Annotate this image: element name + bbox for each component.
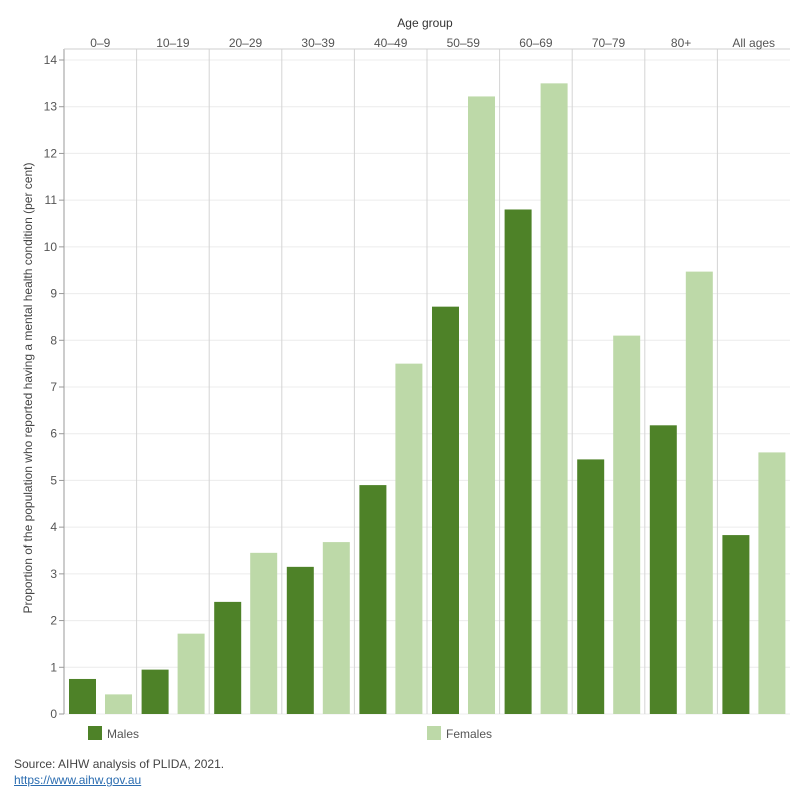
y-tick-label: 14	[44, 53, 58, 67]
y-tick-label: 5	[50, 473, 57, 487]
legend-swatch	[427, 726, 441, 740]
category-separators	[136, 49, 718, 714]
bar-males-3	[286, 566, 314, 714]
y-tick-label: 4	[50, 520, 57, 534]
y-tick-label: 0	[50, 707, 57, 721]
category-header: 80+	[671, 36, 691, 50]
y-tick-label: 11	[45, 193, 58, 207]
bar-males-4	[359, 485, 387, 714]
category-header: 50–59	[447, 36, 481, 50]
category-header: 60–69	[519, 36, 553, 50]
y-tick-label: 9	[50, 287, 57, 301]
bar-males-1	[141, 669, 169, 714]
category-header: All ages	[732, 36, 775, 50]
bar-females-8	[685, 271, 713, 714]
y-tick-label: 2	[50, 614, 57, 628]
bars	[69, 83, 786, 715]
bar-males-2	[214, 601, 242, 714]
y-tick-label: 7	[50, 380, 57, 394]
bar-females-5	[468, 96, 495, 715]
legend-swatch	[88, 726, 102, 740]
y-tick-label: 8	[50, 333, 57, 347]
bar-males-6	[504, 209, 532, 714]
legend-label: Males	[107, 727, 139, 741]
bar-females-7	[613, 335, 641, 714]
chart-title: Age group	[397, 16, 453, 30]
legend-label: Females	[446, 727, 492, 741]
bar-males-5	[432, 306, 459, 714]
category-header: 40–49	[374, 36, 408, 50]
source-text: Source: AIHW analysis of PLIDA, 2021.	[14, 757, 225, 771]
y-tick-label: 12	[44, 146, 58, 160]
bar-females-6	[540, 83, 568, 715]
source-link[interactable]: https://www.aihw.gov.au	[14, 773, 142, 787]
category-header: 30–39	[301, 36, 335, 50]
legend: Males Females	[88, 726, 492, 741]
category-header: 20–29	[229, 36, 263, 50]
bar-females-2	[250, 552, 278, 714]
y-tick-label: 3	[50, 567, 57, 581]
category-header: 70–79	[592, 36, 626, 50]
bar-males-8	[649, 425, 677, 714]
bar-males-0	[69, 678, 96, 714]
bar-males-9	[722, 535, 750, 714]
category-headers: 0–9 10–19 20–29 30–39 40–49 50–59 60–69 70–79 80…	[90, 36, 775, 50]
category-header: 10–19	[156, 36, 190, 50]
y-tick-label: 10	[44, 240, 58, 254]
y-tick-label: 6	[50, 427, 57, 441]
bar-females-3	[322, 542, 350, 714]
bar-females-1	[177, 633, 205, 714]
bar-females-0	[105, 694, 132, 714]
category-header: 0–9	[90, 36, 110, 50]
y-axis-label: Proportion of the population who reporte…	[21, 163, 35, 614]
y-tick-label: 13	[44, 100, 58, 114]
bar-females-9	[758, 452, 786, 714]
bar-males-7	[577, 459, 605, 714]
y-tick-label: 1	[50, 660, 57, 674]
bar-females-4	[395, 363, 423, 714]
source-note: Source: AIHW analysis of PLIDA, 2021. ht…	[14, 756, 224, 788]
